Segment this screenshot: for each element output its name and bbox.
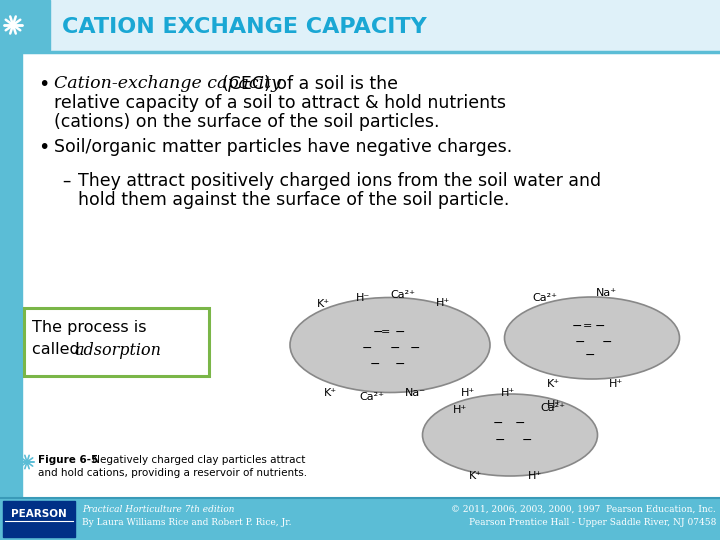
Text: −: − — [575, 335, 585, 348]
Text: Soil/organic matter particles have negative charges.: Soil/organic matter particles have negat… — [54, 138, 512, 156]
Text: They attract positively charged ions from the soil water and: They attract positively charged ions fro… — [78, 172, 601, 190]
Text: hold them against the surface of the soil particle.: hold them against the surface of the soi… — [78, 191, 509, 209]
Bar — [3, 501, 75, 537]
Text: CATION EXCHANGE CAPACITY: CATION EXCHANGE CAPACITY — [62, 17, 427, 37]
Text: −: − — [370, 357, 380, 370]
Text: and hold cations, providing a reservoir of nutrients.: and hold cations, providing a reservoir … — [38, 468, 307, 478]
Text: K⁺: K⁺ — [323, 388, 336, 398]
Text: © 2011, 2006, 2003, 2000, 1997  Pearson Education, Inc.: © 2011, 2006, 2003, 2000, 1997 Pearson E… — [451, 505, 716, 514]
Text: −: − — [515, 416, 526, 429]
Text: H⁺: H⁺ — [528, 471, 542, 481]
Text: Ca²⁺: Ca²⁺ — [390, 290, 415, 300]
FancyBboxPatch shape — [24, 308, 209, 376]
Text: −: − — [395, 326, 405, 339]
Text: •: • — [38, 138, 50, 157]
Text: PEARSON: PEARSON — [11, 509, 67, 519]
Text: By Laura Williams Rice and Robert P. Rice, Jr.: By Laura Williams Rice and Robert P. Ric… — [82, 518, 292, 527]
Bar — [0, 0, 22, 540]
Text: K⁺: K⁺ — [546, 379, 559, 389]
Text: called: called — [32, 342, 85, 357]
Text: H⁺: H⁺ — [436, 298, 450, 308]
Text: −: − — [492, 416, 503, 429]
Ellipse shape — [423, 394, 598, 476]
Text: adsorption: adsorption — [74, 342, 161, 359]
Text: –: – — [62, 172, 71, 190]
Text: Na⁻: Na⁻ — [405, 388, 426, 398]
Text: H⁺: H⁺ — [453, 405, 467, 415]
Text: K⁺: K⁺ — [316, 299, 330, 309]
Text: Pearson Prentice Hall - Upper Saddle River, NJ 07458: Pearson Prentice Hall - Upper Saddle Riv… — [469, 518, 716, 527]
Text: Na⁺: Na⁺ — [595, 288, 616, 298]
Text: relative capacity of a soil to attract & hold nutrients: relative capacity of a soil to attract &… — [54, 94, 506, 112]
Text: =: = — [583, 321, 593, 331]
Text: Ca²⁺: Ca²⁺ — [541, 403, 565, 413]
Ellipse shape — [290, 298, 490, 393]
Text: −: − — [361, 341, 372, 354]
Text: −: − — [595, 320, 606, 333]
Bar — [0, 498, 720, 540]
Text: Cation-exchange capacity: Cation-exchange capacity — [54, 75, 281, 92]
Text: The process is: The process is — [32, 320, 146, 335]
Text: (cations) on the surface of the soil particles.: (cations) on the surface of the soil par… — [54, 113, 439, 131]
Text: −: − — [522, 434, 532, 447]
Text: −: − — [585, 348, 595, 361]
Text: Figure 6-5: Figure 6-5 — [38, 455, 98, 465]
Text: Negatively charged clay particles attract: Negatively charged clay particles attrac… — [89, 455, 305, 465]
Text: −: − — [602, 335, 612, 348]
Text: Practical Horticulture 7th edition: Practical Horticulture 7th edition — [82, 505, 235, 514]
Text: H⁺: H⁺ — [609, 379, 623, 389]
Text: (CEC) of a soil is the: (CEC) of a soil is the — [222, 75, 398, 93]
Ellipse shape — [505, 297, 680, 379]
Text: Ca²⁺: Ca²⁺ — [359, 392, 384, 402]
Text: .: . — [139, 342, 144, 357]
Text: −: − — [572, 320, 582, 333]
Bar — [22, 0, 720, 50]
Text: H⁺: H⁺ — [547, 400, 561, 410]
Bar — [0, 0, 50, 50]
Text: Ca²⁺: Ca²⁺ — [533, 293, 557, 303]
Text: •: • — [38, 75, 50, 94]
Text: −: − — [373, 326, 383, 339]
Text: −: − — [495, 434, 505, 447]
Text: −: − — [390, 341, 400, 354]
Text: H⁺: H⁺ — [501, 388, 515, 398]
Text: K⁺: K⁺ — [469, 471, 482, 481]
Text: −: − — [410, 341, 420, 354]
Text: H⁺: H⁺ — [461, 388, 475, 398]
Text: H⁻: H⁻ — [356, 293, 370, 303]
Text: =: = — [380, 327, 390, 337]
Text: −: − — [395, 357, 405, 370]
